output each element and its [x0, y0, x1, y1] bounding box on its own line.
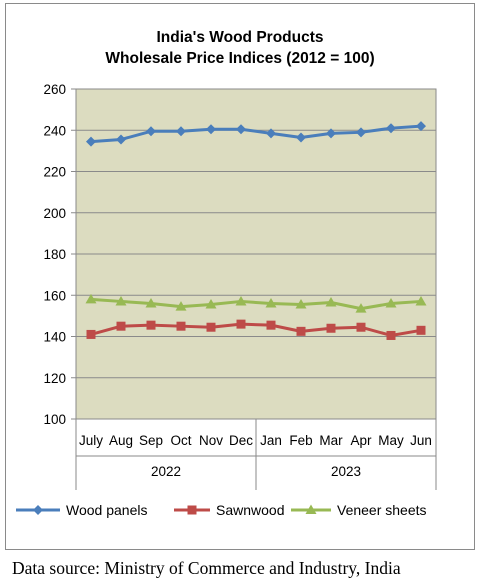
series-line-veneer-sheets	[90, 297, 422, 311]
data-point-sawnwood	[296, 326, 306, 336]
data-point-veneer-sheets	[385, 298, 397, 308]
legend-label: Wood panels	[66, 502, 147, 518]
data-point-wood-panels	[326, 128, 336, 139]
data-point-veneer-sheets	[265, 298, 277, 308]
data-point-veneer-sheets	[205, 299, 217, 309]
data-point-sawnwood	[386, 330, 396, 340]
legend: Wood panels Sawnwood Veneer sheets	[16, 502, 427, 518]
x-tick-label: Jan	[260, 433, 282, 448]
data-point-veneer-sheets	[415, 295, 427, 306]
grid-lines	[76, 129, 436, 379]
y-tick-label: 180	[43, 247, 66, 262]
data-point-wood-panels	[176, 126, 186, 137]
y-tick-label: 220	[43, 165, 66, 180]
legend-swatch-marker	[33, 505, 43, 515]
data-point-veneer-sheets	[85, 293, 97, 304]
x-tick-label: July	[79, 433, 103, 448]
x-tick-label: Dec	[229, 433, 253, 448]
data-point-wood-panels	[206, 124, 216, 135]
x-tick-label: Oct	[170, 433, 191, 448]
series-veneer-sheets	[85, 293, 427, 313]
data-point-sawnwood	[236, 319, 246, 329]
x-tick-label: Jun	[410, 433, 432, 448]
data-point-sawnwood	[86, 329, 96, 339]
y-tick-label: 120	[43, 371, 66, 386]
y-tick-label: 240	[43, 123, 66, 138]
data-point-wood-panels	[86, 136, 96, 147]
legend-label: Sawnwood	[216, 502, 285, 518]
x-tick-label: May	[378, 433, 404, 448]
data-point-wood-panels	[296, 132, 306, 143]
data-point-wood-panels	[116, 134, 126, 145]
data-point-wood-panels	[236, 124, 246, 135]
x-tick-label: Apr	[350, 433, 372, 448]
data-point-sawnwood	[146, 320, 156, 330]
series-layer	[85, 121, 427, 340]
data-point-veneer-sheets	[175, 301, 187, 311]
chart-title-line-2: Wholesale Price Indices (2012 = 100)	[105, 50, 374, 67]
y-tick-label: 200	[43, 206, 66, 221]
legend-item-wood-panels: Wood panels	[16, 502, 147, 518]
data-point-wood-panels	[146, 126, 156, 137]
data-point-veneer-sheets	[325, 296, 337, 307]
x-tick-label: Aug	[109, 433, 133, 448]
series-sawnwood	[86, 319, 426, 340]
y-tick-label: 260	[43, 82, 66, 97]
data-point-sawnwood	[266, 320, 276, 330]
y-tick-label: 140	[43, 330, 66, 345]
x-tick-label: Sep	[139, 433, 163, 448]
y-axis: 260 240 220 200 180 160 140 120 100	[43, 82, 76, 427]
y-tick-label: 160	[43, 288, 66, 303]
data-point-veneer-sheets	[235, 295, 247, 306]
x-tick-label: Feb	[289, 433, 312, 448]
legend-label: Veneer sheets	[337, 502, 427, 518]
data-point-sawnwood	[356, 322, 366, 332]
data-point-wood-panels	[356, 127, 366, 138]
data-source-note: Data source: Ministry of Commerce and In…	[12, 558, 401, 578]
x-tick-label: Mar	[319, 433, 343, 448]
data-point-sawnwood	[206, 322, 216, 332]
data-point-sawnwood	[116, 321, 126, 331]
data-point-sawnwood	[326, 323, 336, 333]
chart-title-line-1: India's Wood Products	[156, 29, 323, 46]
legend-swatch-marker	[187, 505, 197, 515]
data-point-wood-panels	[386, 123, 396, 134]
data-point-veneer-sheets	[145, 298, 157, 308]
series-wood-panels	[86, 121, 426, 147]
data-point-sawnwood	[416, 325, 426, 335]
x-axis: July Aug Sep Oct Nov Dec Jan Feb Mar Apr May Jun 202…	[75, 419, 437, 490]
data-point-sawnwood	[176, 321, 186, 331]
series-line-wood-panels	[90, 124, 422, 144]
y-tick-label: 100	[43, 412, 66, 427]
x-tick-label: Nov	[199, 433, 223, 448]
legend-swatch-marker	[305, 504, 317, 514]
data-point-wood-panels	[266, 128, 276, 139]
legend-item-veneer-sheets: Veneer sheets	[291, 502, 427, 518]
x-group-label: 2022	[151, 464, 181, 479]
data-point-wood-panels	[416, 121, 426, 132]
data-point-veneer-sheets	[115, 295, 127, 306]
data-point-veneer-sheets	[355, 303, 367, 313]
series-line-sawnwood	[90, 322, 422, 337]
legend-item-sawnwood: Sawnwood	[174, 502, 285, 518]
data-point-veneer-sheets	[295, 299, 307, 309]
x-group-label: 2023	[331, 464, 361, 479]
